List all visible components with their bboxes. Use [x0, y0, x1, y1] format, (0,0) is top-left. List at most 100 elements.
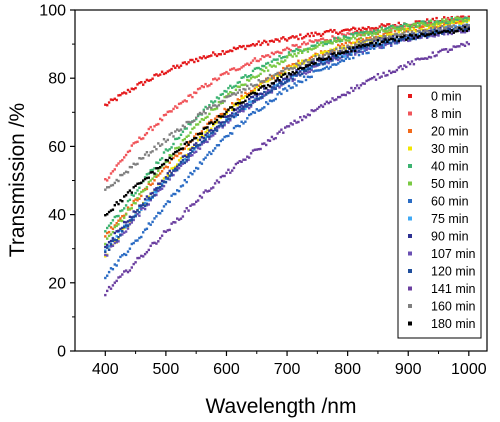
data-point	[354, 32, 357, 35]
data-point	[408, 38, 412, 41]
data-point	[248, 75, 251, 78]
data-point	[342, 29, 346, 32]
data-point	[310, 44, 313, 48]
data-point	[301, 59, 304, 62]
data-point	[319, 41, 323, 45]
data-point	[395, 35, 399, 39]
data-point	[350, 37, 353, 40]
data-point	[312, 70, 315, 73]
data-point	[149, 197, 152, 201]
data-point	[287, 47, 291, 51]
data-point	[249, 83, 253, 86]
data-point	[454, 27, 457, 31]
data-point	[414, 36, 417, 39]
data-point	[257, 148, 260, 151]
data-point	[149, 78, 152, 82]
data-point	[291, 63, 294, 66]
data-point	[429, 34, 433, 37]
data-point	[172, 142, 175, 146]
data-point	[450, 32, 453, 36]
data-point	[193, 135, 196, 138]
data-point	[431, 30, 434, 33]
series-50-min	[104, 16, 470, 246]
data-point	[348, 53, 351, 56]
data-point	[408, 33, 412, 36]
data-point	[104, 235, 107, 238]
data-point	[246, 155, 249, 158]
data-point	[355, 50, 359, 53]
data-point	[242, 107, 245, 110]
data-point	[357, 47, 361, 50]
data-point	[461, 29, 465, 33]
data-point	[321, 37, 325, 40]
data-point	[174, 66, 177, 69]
data-point	[361, 33, 364, 37]
data-point	[187, 120, 190, 124]
data-point	[249, 103, 253, 106]
data-point	[145, 195, 149, 198]
data-point	[142, 202, 145, 205]
data-point	[293, 72, 296, 75]
data-point	[272, 52, 275, 56]
data-point	[249, 112, 253, 116]
data-point	[463, 16, 467, 20]
data-point	[308, 63, 311, 66]
data-point	[338, 49, 342, 53]
data-point	[177, 159, 181, 162]
data-point	[365, 30, 368, 33]
data-point	[276, 132, 279, 135]
data-point	[340, 51, 344, 54]
data-point	[420, 28, 423, 31]
data-point	[323, 62, 327, 65]
legend-marker	[408, 269, 412, 273]
data-point	[295, 121, 298, 124]
data-point	[306, 42, 310, 45]
data-point	[365, 36, 368, 40]
data-point	[304, 116, 308, 119]
data-point	[280, 70, 283, 73]
data-point	[367, 51, 370, 55]
data-point	[183, 61, 186, 64]
data-point	[399, 27, 402, 30]
data-point	[444, 23, 448, 26]
data-point	[130, 266, 133, 269]
data-point	[198, 56, 202, 59]
data-point	[274, 58, 277, 61]
data-point	[323, 50, 327, 53]
data-point	[463, 23, 467, 27]
data-point	[327, 101, 330, 105]
data-point	[259, 58, 262, 61]
data-point	[346, 32, 349, 35]
data-point	[107, 234, 111, 238]
data-point	[238, 109, 241, 112]
data-point	[441, 24, 444, 28]
data-point	[181, 158, 185, 162]
data-point	[263, 87, 266, 90]
data-point	[185, 141, 188, 144]
data-point	[382, 29, 385, 32]
data-point	[278, 130, 281, 133]
data-point	[301, 67, 304, 70]
data-point	[456, 26, 459, 29]
data-point	[234, 108, 238, 111]
data-point	[151, 177, 154, 180]
data-point	[187, 141, 190, 144]
data-point	[213, 53, 217, 56]
data-point	[179, 161, 183, 164]
data-point	[187, 134, 190, 137]
data-point	[107, 241, 111, 244]
data-point	[183, 147, 186, 150]
data-point	[354, 43, 357, 46]
data-point	[405, 27, 408, 30]
data-point	[395, 68, 399, 72]
data-point	[321, 53, 325, 56]
data-point	[134, 214, 137, 218]
data-point	[140, 181, 143, 184]
data-point	[314, 52, 317, 55]
data-point	[278, 86, 281, 89]
data-point	[123, 91, 126, 94]
data-point	[236, 85, 239, 88]
data-point	[390, 41, 393, 45]
data-point	[227, 72, 230, 75]
